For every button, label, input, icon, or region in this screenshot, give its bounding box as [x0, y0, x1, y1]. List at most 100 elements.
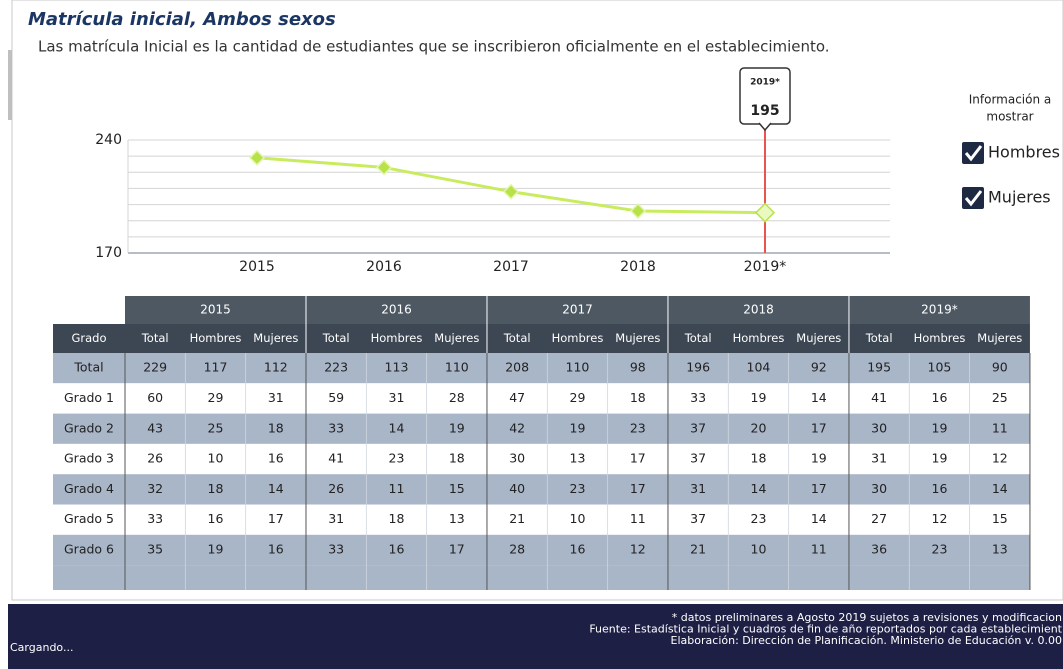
table-cell: 33 — [328, 541, 344, 556]
table-cell: 37 — [690, 511, 706, 526]
table-cell: 11 — [630, 511, 646, 526]
row-bg — [53, 443, 1030, 475]
table-cell: 41 — [871, 390, 887, 405]
table-cell: 17 — [630, 451, 646, 466]
table-cell: 112 — [264, 360, 288, 375]
tooltip-label: 2019* — [750, 78, 780, 88]
tooltip-pointer — [758, 122, 772, 132]
tooltip-value: 195 — [750, 103, 779, 119]
table-cell: 15 — [449, 481, 465, 496]
table-cell: 31 — [268, 390, 284, 405]
table-cell: 18 — [389, 511, 405, 526]
table-cell: 30 — [871, 420, 887, 435]
row-bg — [53, 413, 1030, 444]
column-header: Total — [322, 331, 350, 345]
table-cell: 41 — [328, 451, 344, 466]
table-cell: 195 — [867, 360, 891, 375]
table-cell: 19 — [570, 420, 586, 435]
column-header: Hombres — [371, 331, 423, 345]
table-cell: 16 — [208, 511, 224, 526]
table-cell: 19 — [811, 451, 827, 466]
column-header: Total — [865, 331, 893, 345]
table-cell: 223 — [324, 360, 348, 375]
row-header: Grado 4 — [64, 481, 114, 496]
checkbox[interactable] — [962, 142, 984, 164]
table-cell: 14 — [992, 481, 1008, 496]
table-cell: 17 — [811, 481, 827, 496]
status: Cargando... — [10, 641, 73, 654]
checkmark — [964, 190, 983, 207]
column-header: Total — [503, 331, 531, 345]
table-cell: 104 — [747, 360, 771, 375]
row-header: Grado 2 — [64, 420, 114, 435]
table-cell: 31 — [328, 511, 344, 526]
table-cell: 20 — [751, 420, 767, 435]
column-header: Hombres — [914, 331, 966, 345]
footer-line: Fuente: Estadística Inicial y cuadros de… — [589, 623, 1062, 636]
column-header: Total — [141, 331, 169, 345]
table-cell: 21 — [690, 541, 706, 556]
table-cell: 16 — [932, 390, 948, 405]
footer-bar — [8, 604, 1063, 669]
table-cell: 12 — [992, 451, 1008, 466]
row-header: Grado 5 — [64, 511, 114, 526]
row-header: Grado 6 — [64, 541, 114, 556]
table-cell: 60 — [147, 390, 163, 405]
table-cell: 19 — [932, 451, 948, 466]
table-cell: 28 — [509, 541, 525, 556]
table-cell: 31 — [389, 390, 405, 405]
table-cell: 37 — [690, 420, 706, 435]
table-cell: 19 — [932, 420, 948, 435]
year-header: 2016 — [381, 303, 412, 317]
table-cell: 13 — [570, 451, 586, 466]
year-header: 2018 — [743, 303, 774, 317]
column-header: Mujeres — [615, 331, 660, 345]
checkbox[interactable] — [962, 187, 984, 209]
table-cell: 14 — [751, 481, 767, 496]
legend-option: Hombres — [988, 143, 1060, 162]
legend-title: mostrar — [986, 110, 1033, 124]
table-cell: 12 — [630, 541, 646, 556]
column-header: Grado — [71, 331, 106, 345]
point — [629, 202, 647, 220]
year-header: 2017 — [562, 303, 593, 317]
x-tick-label: 2019* — [744, 259, 787, 275]
table-cell: 31 — [871, 451, 887, 466]
table-filler — [53, 565, 1030, 590]
column-header: Mujeres — [253, 331, 298, 345]
table-cell: 28 — [449, 390, 465, 405]
table-cell: 33 — [328, 420, 344, 435]
table-cell: 10 — [751, 541, 767, 556]
column-header: Hombres — [190, 331, 242, 345]
table-cell: 18 — [208, 481, 224, 496]
table-cell: 15 — [992, 511, 1008, 526]
table-cell: 19 — [208, 541, 224, 556]
col-header-bg — [53, 324, 1030, 353]
table-cell: 59 — [328, 390, 344, 405]
table-cell: 12 — [932, 511, 948, 526]
table-cell: 17 — [268, 511, 284, 526]
table-cell: 33 — [690, 390, 706, 405]
table-cell: 23 — [389, 451, 405, 466]
table-cell: 32 — [147, 481, 163, 496]
legend-title: Información a — [969, 93, 1052, 107]
table-cell: 98 — [630, 360, 646, 375]
footer-line: * datos preliminares a Agosto 2019 sujet… — [672, 611, 1062, 624]
table-cell: 110 — [445, 360, 469, 375]
x-tick-label: 2015 — [239, 259, 275, 275]
table-cell: 16 — [932, 481, 948, 496]
x-tick-label: 2017 — [493, 259, 529, 275]
year-header: 2019* — [921, 303, 958, 317]
table-cell: 27 — [871, 511, 887, 526]
table-cell: 10 — [208, 451, 224, 466]
column-header: Total — [684, 331, 712, 345]
table-cell: 30 — [871, 481, 887, 496]
column-header: Hombres — [552, 331, 604, 345]
row-header: Total — [73, 360, 103, 375]
table-cell: 18 — [449, 451, 465, 466]
table-cell: 30 — [509, 451, 525, 466]
table-cell: 11 — [389, 481, 405, 496]
table-cell: 16 — [389, 541, 405, 556]
title: Matrícula inicial, Ambos sexos — [28, 9, 336, 30]
